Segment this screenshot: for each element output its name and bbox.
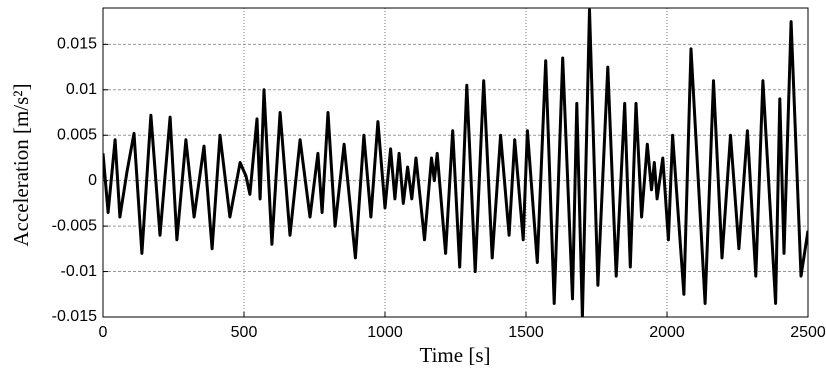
x-axis-label: Time [s] [420, 343, 491, 367]
y-tick-label: 0.01 [66, 81, 97, 98]
x-tick-label: 2000 [649, 324, 685, 341]
y-tick-label: 0 [88, 172, 97, 189]
x-tick-label: 2500 [790, 324, 826, 341]
y-tick-label: 0.015 [57, 36, 97, 53]
y-tick-label: -0.005 [52, 217, 97, 234]
plot-frame [102, 7, 809, 318]
y-axis-label: Acceleration [m/s²] [9, 83, 33, 246]
y-tick-label: 0.005 [57, 126, 97, 143]
y-tick-label: -0.015 [52, 308, 97, 325]
y-tick-label: -0.01 [61, 263, 98, 280]
x-tick-label: 1500 [508, 324, 544, 341]
x-tick-label: 500 [231, 324, 258, 341]
x-tick-label: 0 [99, 324, 108, 341]
x-tick-label: 1000 [367, 324, 403, 341]
data-line [103, 8, 808, 317]
